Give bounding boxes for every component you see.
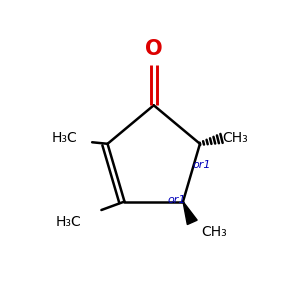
Text: H₃C: H₃C [55, 215, 81, 229]
Text: CH₃: CH₃ [222, 131, 248, 146]
Text: or1: or1 [168, 195, 186, 205]
Text: or1: or1 [192, 160, 211, 170]
Polygon shape [183, 202, 197, 224]
Text: CH₃: CH₃ [201, 225, 227, 239]
Text: H₃C: H₃C [52, 131, 78, 146]
Text: O: O [145, 39, 163, 59]
